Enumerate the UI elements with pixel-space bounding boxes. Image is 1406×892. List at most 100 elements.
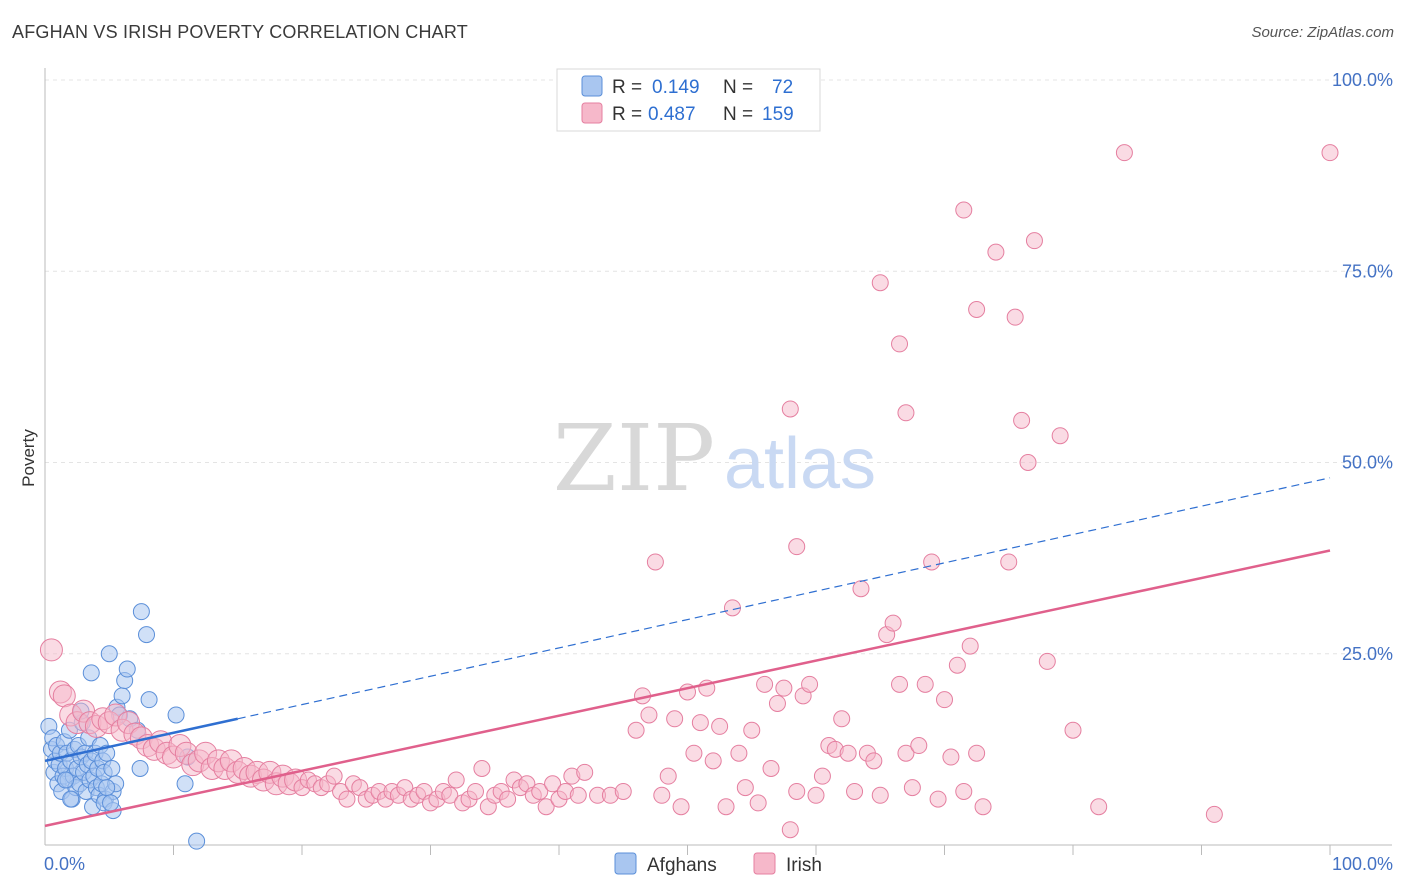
irish-point-82 bbox=[569, 786, 587, 804]
watermark-atlas: atlas bbox=[724, 424, 876, 504]
irish-point-125 bbox=[871, 786, 889, 804]
irish-point-112 bbox=[788, 782, 806, 800]
bottom-legend-swatch-irish bbox=[753, 852, 776, 875]
y-tick-label-3: 100.0% bbox=[1332, 70, 1393, 90]
irish-point-130 bbox=[903, 779, 921, 797]
series-irish bbox=[39, 144, 1339, 839]
irish-point-127 bbox=[884, 614, 902, 632]
irish-point-153 bbox=[987, 243, 1005, 261]
y-tick-label-2: 75.0% bbox=[1342, 261, 1393, 281]
afghan-trend-line bbox=[44, 717, 239, 763]
irish-point-159 bbox=[1115, 144, 1133, 162]
irish-point-106 bbox=[749, 794, 767, 812]
irish-point-145 bbox=[1090, 798, 1108, 816]
afghan-point-66 bbox=[138, 626, 156, 644]
irish-point-115 bbox=[807, 786, 825, 804]
afghan-point-46 bbox=[103, 760, 121, 777]
afghan-trend-extension bbox=[237, 477, 1331, 720]
x-tick-label-1: 100.0% bbox=[1332, 854, 1393, 874]
irish-point-91 bbox=[653, 786, 671, 804]
irish-point-92 bbox=[659, 767, 677, 785]
irish-point-120 bbox=[839, 744, 857, 762]
irish-point-129 bbox=[897, 744, 915, 762]
series-legend: Afghans Irish bbox=[614, 852, 822, 876]
x-tick-label-0: 0.0% bbox=[44, 854, 85, 874]
irish-point-146 bbox=[1205, 805, 1223, 823]
irish-point-97 bbox=[691, 714, 709, 732]
irish-point-155 bbox=[1013, 411, 1031, 429]
irish-point-161 bbox=[781, 400, 799, 418]
irish-point-44 bbox=[325, 767, 343, 785]
irish-point-116 bbox=[813, 767, 831, 785]
afghan-point-51 bbox=[113, 687, 131, 705]
irish-point-63 bbox=[447, 771, 465, 789]
axes bbox=[44, 68, 1392, 855]
legend-r-label-afghans: R = bbox=[612, 77, 642, 98]
legend-n-label-afghans: N = bbox=[723, 77, 753, 98]
irish-point-147 bbox=[788, 538, 806, 556]
irish-point-122 bbox=[852, 580, 870, 598]
watermark-zip: ZIP bbox=[553, 405, 715, 512]
afghan-point-64 bbox=[102, 794, 120, 812]
bottom-legend-label-afghans: Afghans bbox=[647, 855, 717, 876]
irish-point-140 bbox=[968, 744, 986, 762]
correlation-legend: R = 0.149 N = 72 R = 0.487 N = 159 bbox=[556, 68, 821, 132]
irish-point-99 bbox=[704, 752, 722, 770]
irish-point-104 bbox=[736, 779, 754, 797]
irish-point-77 bbox=[537, 798, 555, 816]
afghan-point-56 bbox=[82, 664, 100, 682]
irish-point-94 bbox=[672, 798, 690, 816]
legend-n-value-irish: 159 bbox=[762, 104, 794, 125]
afghan-point-68 bbox=[167, 706, 185, 724]
bottom-legend-label-irish: Irish bbox=[786, 855, 822, 876]
afghan-point-67 bbox=[132, 603, 150, 621]
irish-point-131 bbox=[910, 737, 928, 755]
series-afghans bbox=[40, 603, 206, 850]
irish-point-109 bbox=[768, 694, 786, 712]
afghan-point-61 bbox=[131, 760, 149, 777]
irish-point-142 bbox=[1000, 553, 1018, 571]
irish-point-143 bbox=[1038, 652, 1056, 670]
irish-point-137 bbox=[948, 656, 966, 674]
afghan-point-71 bbox=[188, 832, 206, 850]
tick-labels: 25.0% 50.0% 75.0% 100.0% 0.0% 100.0% bbox=[44, 70, 1393, 874]
irish-point-128 bbox=[891, 675, 909, 693]
y-axis-label: Poverty bbox=[19, 429, 38, 487]
irish-point-157 bbox=[1025, 232, 1043, 250]
irish-point-108 bbox=[762, 760, 780, 777]
afghan-point-63 bbox=[98, 779, 116, 797]
irish-point-66 bbox=[466, 782, 484, 800]
irish-point-90 bbox=[646, 553, 664, 571]
irish-point-133 bbox=[923, 553, 941, 571]
irish-point-67 bbox=[473, 760, 491, 777]
irish-point-144 bbox=[1064, 721, 1082, 739]
chart-title: AFGHAN VS IRISH POVERTY CORRELATION CHAR… bbox=[12, 22, 468, 42]
irish-point-93 bbox=[666, 710, 684, 728]
irish-point-121 bbox=[846, 782, 864, 800]
irish-point-134 bbox=[929, 790, 947, 808]
afghan-point-45 bbox=[100, 645, 118, 663]
trend-lines bbox=[44, 477, 1331, 828]
irish-point-89 bbox=[640, 706, 658, 724]
irish-point-111 bbox=[781, 821, 799, 839]
irish-point-103 bbox=[730, 744, 748, 762]
irish-point-71 bbox=[499, 790, 517, 808]
afghan-point-59 bbox=[62, 790, 80, 808]
irish-point-141 bbox=[974, 798, 992, 816]
irish-point-100 bbox=[711, 717, 729, 735]
irish-point-76 bbox=[531, 782, 549, 800]
afghan-point-69 bbox=[176, 775, 194, 793]
irish-point-138 bbox=[955, 782, 973, 800]
legend-n-label-irish: N = bbox=[723, 104, 753, 125]
irish-point-62 bbox=[441, 786, 459, 804]
irish-point-136 bbox=[942, 748, 960, 766]
afghan-point-58 bbox=[57, 771, 75, 789]
legend-swatch-afghans bbox=[581, 75, 603, 97]
irish-point-124 bbox=[865, 752, 883, 770]
bottom-legend-swatch-afghans bbox=[614, 852, 637, 875]
irish-point-151 bbox=[955, 201, 973, 219]
irish-point-160 bbox=[1321, 144, 1339, 162]
irish-point-150 bbox=[897, 404, 915, 422]
irish-point-86 bbox=[614, 782, 632, 800]
